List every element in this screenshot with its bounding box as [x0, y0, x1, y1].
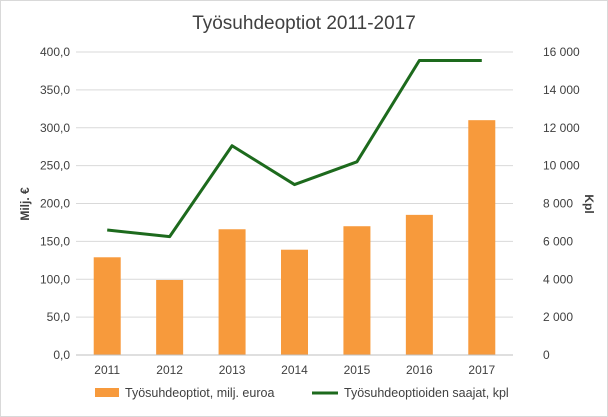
y-tick-label: 150,0 — [40, 234, 70, 248]
y2-tick-label: 14 000 — [543, 83, 580, 97]
y2-tick-label: 0 — [543, 348, 550, 362]
bar — [405, 214, 433, 355]
bar — [156, 280, 184, 355]
line-series — [107, 59, 482, 239]
y2-tick-label: 16 000 — [543, 45, 580, 59]
x-tick-label: 2012 — [156, 363, 183, 377]
y-tick-label: 200,0 — [40, 197, 70, 211]
x-tick-label: 2015 — [344, 363, 371, 377]
x-tick-label: 2014 — [281, 363, 308, 377]
series-line — [107, 59, 482, 239]
y2-tick-label: 4 000 — [543, 272, 573, 286]
chart-title: Työsuhdeoptiot 2011-2017 — [192, 13, 416, 34]
bar — [218, 229, 246, 355]
bar — [343, 226, 371, 355]
y2-tick-label: 12 000 — [543, 121, 580, 135]
y2-tick-label: 10 000 — [543, 159, 580, 173]
legend-label: Työsuhdeoptiot, milj. euroa — [125, 386, 274, 400]
x-tick-label: 2016 — [406, 363, 433, 377]
legend-swatch-bar — [95, 388, 119, 397]
bar — [93, 257, 121, 355]
y-tick-label: 400,0 — [40, 45, 70, 59]
legend: Työsuhdeoptiot, milj. euroa Työsuhdeoptio… — [95, 386, 509, 400]
bar — [281, 249, 308, 355]
y-tick-label: 300,0 — [40, 121, 70, 135]
y2-tick-label: 6 000 — [543, 234, 573, 248]
bar — [468, 120, 496, 355]
y2-axis-title: Kpl — [582, 194, 596, 213]
legend-label: Työsuhdeoptioiden saajat, kpl — [344, 386, 509, 400]
y-tick-label: 350,0 — [40, 83, 70, 97]
y-tick-label: 50,0 — [47, 310, 71, 324]
x-tick-label: 2017 — [468, 363, 495, 377]
y-tick-label: 100,0 — [40, 272, 70, 286]
y-tick-label: 250,0 — [40, 159, 70, 173]
bar-series — [93, 120, 496, 355]
y-tick-label: 0,0 — [53, 348, 70, 362]
y2-tick-label: 8 000 — [543, 197, 573, 211]
y2-tick-label: 2 000 — [543, 310, 573, 324]
x-tick-label: 2011 — [94, 363, 120, 377]
axes: 0,0 50,0 100,0 150,0 200,0 250,0 300,0 350,0 400… — [40, 45, 580, 377]
gridlines — [76, 51, 513, 318]
x-tick-label: 2013 — [219, 363, 246, 377]
y-axis-title: Milj. € — [18, 187, 32, 221]
